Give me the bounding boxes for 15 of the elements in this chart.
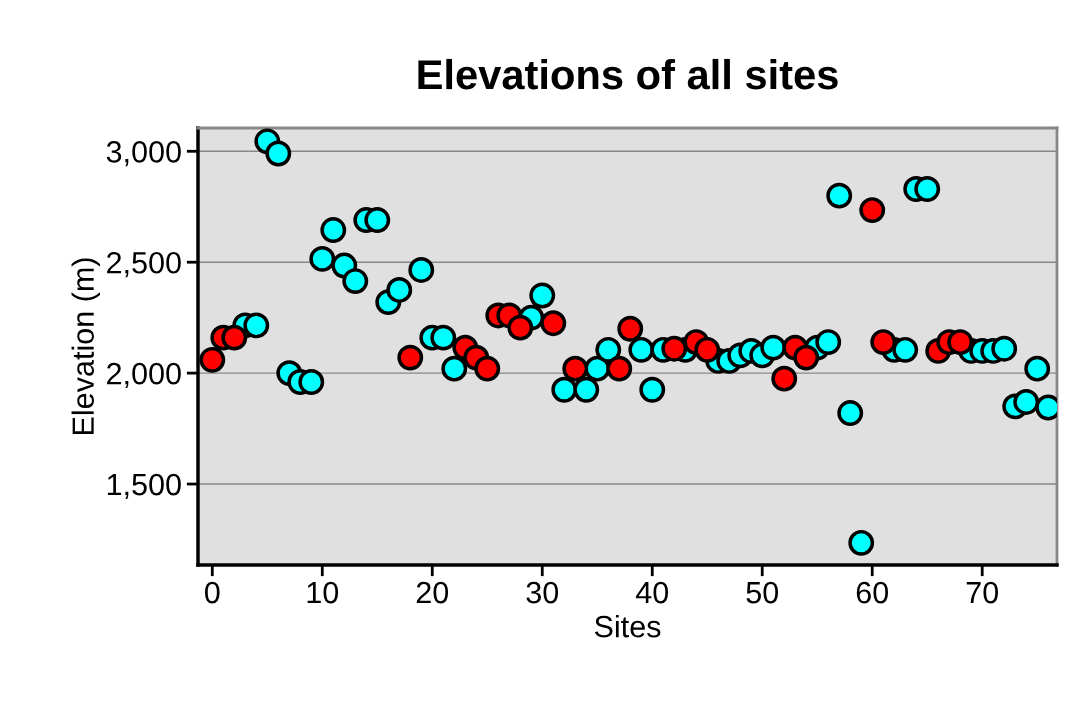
x-tick-label: 30: [526, 581, 559, 604]
x-tick-label: 70: [966, 581, 999, 604]
y-tick-label: 1,500: [107, 473, 181, 500]
x-axis-title: Sites: [594, 615, 661, 638]
x-tick-label: 20: [416, 581, 449, 604]
x-tick-label: 10: [307, 581, 339, 604]
y-tick-label: 3,000: [106, 141, 181, 167]
x-tick-label: 0: [205, 581, 220, 604]
y-tick-label: 2,500: [107, 251, 181, 278]
y-axis-title: Elevation (m): [71, 258, 100, 434]
x-tick-label: 50: [746, 581, 779, 604]
x-tick-label: 40: [635, 581, 669, 604]
chart-title: Elevations of all sites: [418, 58, 838, 90]
y-tick-label: 2,000: [107, 362, 181, 389]
x-tick-label: 60: [856, 581, 889, 604]
